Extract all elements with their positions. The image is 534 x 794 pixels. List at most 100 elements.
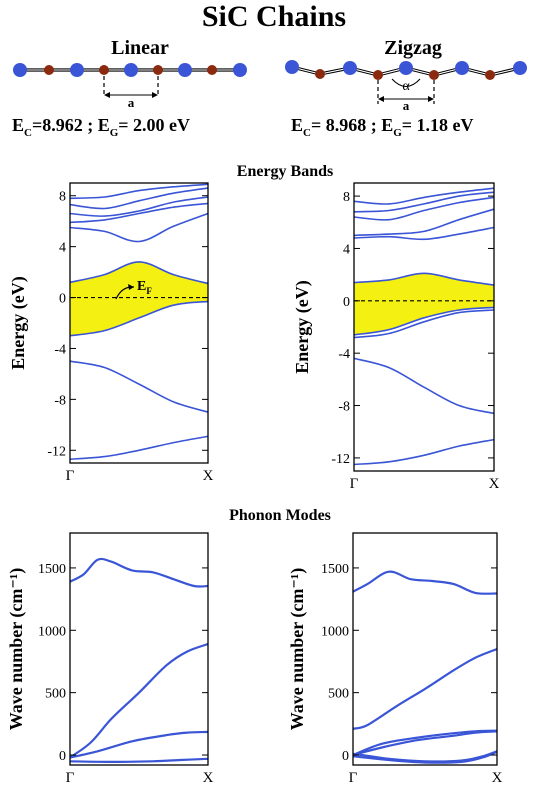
- si-atom: [124, 63, 138, 77]
- phonon-branch-0: [69, 557, 209, 588]
- c-atom: [373, 70, 383, 80]
- plot-frame: [352, 532, 498, 766]
- band-line-3: [353, 309, 495, 339]
- c-atom: [429, 70, 439, 80]
- c-atom: [485, 70, 495, 80]
- phonon-branch-2: [352, 729, 498, 757]
- plot-frame: [69, 532, 209, 766]
- x-tick-label: X: [203, 770, 214, 786]
- band-line-2: [353, 306, 495, 336]
- fermi-arrowhead: [128, 284, 134, 290]
- band-line-1: [353, 357, 495, 415]
- angle-label: α: [402, 79, 410, 94]
- phonon-branch-0: [352, 570, 498, 595]
- y-axis-label: Energy (eV): [8, 276, 29, 369]
- y-axis-label: Wave number (cm⁻¹): [6, 568, 27, 731]
- phonon-branch-4: [352, 750, 498, 763]
- band-line-5: [353, 226, 495, 241]
- zigzag-chain-diagram: α a: [285, 60, 527, 113]
- y-tick-label: 1500: [38, 562, 66, 577]
- y-axis-label: Wave number (cm⁻¹): [287, 568, 308, 731]
- band-line-7: [353, 196, 495, 221]
- y-tick-label: -4: [54, 342, 66, 357]
- band-line-8: [353, 191, 495, 213]
- fermi-label: EF: [137, 279, 152, 296]
- bands-section-title: Energy Bands: [237, 163, 333, 180]
- band-gap-fill: [354, 273, 494, 335]
- y-axis-label: Energy (eV): [292, 280, 313, 373]
- lattice-label: a: [403, 98, 410, 113]
- phonon-branch-2: [69, 730, 209, 759]
- bands-zigzag-panel: -12 -8 -4 0 4 8 Γ X Energy (eV): [292, 182, 500, 492]
- phonon-branch-3: [69, 757, 209, 764]
- c-atom: [153, 65, 163, 75]
- c-atom: [44, 65, 54, 75]
- y-tick-label: 0: [59, 292, 66, 307]
- linear-label: Linear: [111, 37, 169, 59]
- si-atom: [233, 63, 247, 77]
- x-tick-label: Γ: [66, 770, 75, 786]
- y-tick-label: 4: [59, 241, 66, 256]
- phonon-branch-1: [69, 642, 209, 759]
- si-atom: [455, 61, 469, 75]
- band-line-0: [69, 435, 209, 460]
- si-atom: [70, 63, 84, 77]
- c-atom: [207, 65, 217, 75]
- x-tick-label: X: [492, 770, 503, 786]
- y-tick-label: -8: [54, 393, 66, 408]
- phonon-branch-1: [352, 647, 498, 730]
- c-atom: [99, 65, 109, 75]
- y-tick-label: 500: [328, 687, 349, 702]
- phonon-branch-3: [352, 730, 498, 757]
- fermi-annotation: EF: [115, 279, 152, 300]
- linear-energies: EC=8.962 ; EG= 2.00 eV: [12, 115, 190, 139]
- band-line-9: [353, 187, 495, 205]
- si-atom: [13, 63, 27, 77]
- zigzag-energies: EC= 8.968 ; EG= 1.18 eV: [291, 115, 474, 139]
- y-tick-label: 1000: [321, 624, 349, 639]
- y-tick-label: -12: [331, 452, 350, 467]
- si-atom: [285, 60, 299, 74]
- band-line-4: [353, 272, 495, 286]
- si-atom: [343, 61, 357, 75]
- y-tick-label: -4: [338, 347, 350, 362]
- band-line-8: [69, 183, 209, 200]
- lattice-label: a: [128, 95, 135, 110]
- phonon-linear-panel: 0 500 1000 1500 Γ X Wave number (cm⁻¹): [6, 532, 214, 786]
- y-tick-label: 8: [343, 190, 350, 205]
- si-atom: [513, 61, 527, 75]
- band-line-6: [69, 196, 209, 217]
- plot-frame: [69, 182, 209, 464]
- band-line-3: [69, 261, 209, 285]
- phonon-section-title: Phonon Modes: [229, 507, 331, 524]
- si-atom: [178, 63, 192, 77]
- plot-frame: [353, 182, 495, 472]
- band-line-7: [69, 187, 209, 210]
- y-tick-label: -12: [47, 444, 66, 459]
- y-tick-label: 500: [45, 687, 66, 702]
- y-tick-label: 4: [343, 242, 350, 257]
- y-tick-label: 0: [342, 749, 349, 764]
- figure-title: SiC Chains: [202, 0, 346, 33]
- band-line-6: [353, 208, 495, 237]
- x-tick-label: X: [203, 468, 214, 484]
- zigzag-label: Zigzag: [384, 37, 442, 59]
- y-tick-label: 8: [59, 190, 66, 205]
- band-line-2: [69, 300, 209, 337]
- bands-linear-panel: -12 -8 -4 0 4 8 Γ X Energy (eV): [8, 182, 214, 484]
- linear-chain-diagram: a: [13, 63, 247, 110]
- x-tick-label: Γ: [66, 468, 75, 484]
- x-tick-label: Γ: [349, 770, 358, 786]
- band-line-1: [69, 360, 209, 413]
- y-tick-label: 1000: [38, 624, 66, 639]
- band-line-5: [69, 202, 209, 224]
- lattice-arrowheads: [104, 92, 158, 98]
- band-line-4: [69, 212, 209, 243]
- band-gap-fill: [70, 261, 208, 336]
- x-tick-label: X: [489, 476, 500, 492]
- y-tick-label: 0: [343, 295, 350, 310]
- si-atom: [399, 61, 413, 75]
- y-tick-label: 1500: [321, 562, 349, 577]
- band-line-0: [353, 438, 495, 466]
